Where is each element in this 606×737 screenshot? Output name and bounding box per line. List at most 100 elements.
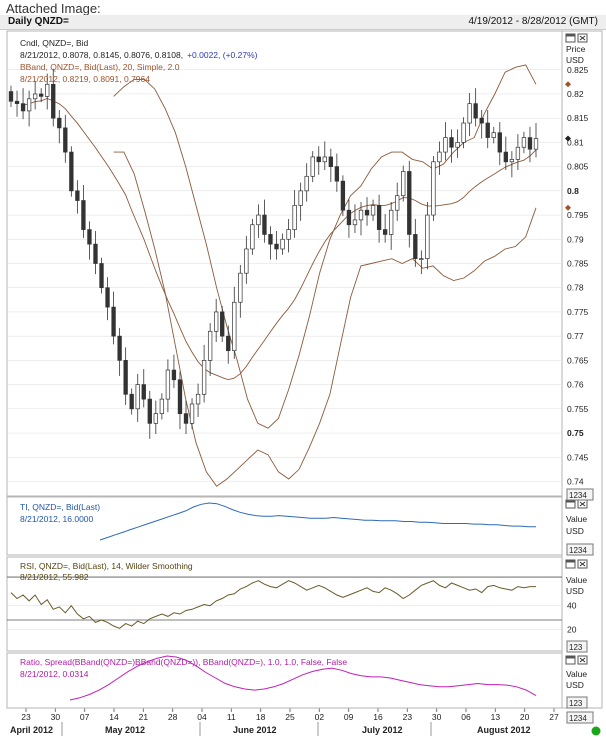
candle	[99, 257, 104, 294]
price-badge-box[interactable]	[566, 488, 594, 501]
rsi-badge-box[interactable]	[566, 640, 588, 653]
candle	[352, 204, 358, 233]
candle-body	[117, 335, 122, 361]
candle	[177, 371, 183, 430]
candle-body	[527, 137, 533, 150]
candle	[165, 359, 171, 413]
bband-lower-line	[113, 151, 537, 487]
candle-body	[479, 117, 484, 124]
price-tick-label: 0.775	[567, 307, 589, 317]
candle	[382, 214, 388, 243]
price-tick-label: 0.745	[567, 452, 589, 462]
rsi-tick-label: 20	[567, 625, 577, 635]
price-legend: Cndl, QNZD=, Bid 8/21/2012, 0.8078, 0.81…	[20, 38, 258, 84]
candle	[135, 373, 140, 422]
candle	[20, 88, 26, 120]
candle-body	[443, 137, 448, 153]
x-day-label: 30	[51, 712, 61, 722]
candle-body	[207, 330, 213, 361]
candle-body	[280, 238, 285, 250]
candle-body	[45, 83, 50, 97]
ti-badge: 1234	[569, 546, 587, 555]
candle-body	[238, 272, 243, 303]
candle-body	[449, 137, 454, 148]
candle-body	[268, 234, 273, 245]
candle-body	[485, 122, 490, 138]
candle	[226, 325, 231, 364]
maximize-icon-bar	[566, 34, 575, 37]
x-day-label: 11	[227, 712, 236, 722]
ti-line	[99, 502, 536, 541]
ratio-axis-unit: USD	[566, 680, 584, 690]
candle	[467, 93, 472, 137]
candle	[527, 126, 533, 163]
x-month-label: June 2012	[233, 725, 277, 735]
candle	[189, 398, 195, 430]
price-y-ticks: 0.825 0.82 0.815 0.81 0.805 0.8 0.795 0.79 0.785…	[565, 65, 589, 486]
candle	[328, 148, 333, 183]
candle-body	[214, 311, 219, 332]
candle	[509, 151, 515, 178]
candle	[298, 182, 303, 221]
candle	[105, 277, 110, 321]
price-tick-label: 0.765	[567, 355, 589, 365]
bband-upper-line	[113, 64, 537, 429]
price-tick-label: 0.815	[567, 113, 589, 123]
scale-badges: 1234 1234 123 123 1234	[566, 488, 594, 724]
candle-body	[195, 393, 201, 405]
x-month-label: August 2012	[477, 725, 531, 735]
candle	[262, 199, 267, 243]
candle	[376, 194, 382, 243]
candle	[69, 146, 74, 197]
price-tick-label: 0.75	[567, 428, 584, 438]
rsi-badge: 123	[569, 643, 583, 652]
candle-body	[32, 93, 38, 100]
candle	[201, 344, 207, 403]
price-badge: 1234	[569, 491, 587, 500]
candle-body	[304, 175, 309, 192]
candle-body	[81, 200, 86, 230]
ratio-badge-box[interactable]	[566, 696, 588, 709]
ti-legend-line-2: 8/21/2012, 16.0000	[20, 514, 94, 524]
ratio-axis-title: Value	[566, 669, 587, 679]
close-icon-cross	[579, 501, 586, 507]
candle-body	[20, 103, 26, 112]
candle-body	[310, 156, 315, 177]
candle	[129, 388, 134, 415]
candle	[159, 393, 165, 420]
rsi-line	[10, 580, 536, 629]
candle-body	[286, 229, 291, 240]
candle	[171, 354, 177, 388]
maximize-icon-bar	[566, 560, 575, 563]
candle	[334, 153, 340, 192]
x-day-label: 14	[109, 712, 119, 722]
candle-body	[455, 142, 460, 148]
chart-header-bar	[0, 15, 606, 30]
x-day-label: 20	[520, 712, 530, 722]
x-axis-badge-box[interactable]	[566, 711, 594, 724]
candle-body	[389, 209, 394, 235]
candle-body	[14, 100, 20, 105]
grid-lines	[7, 69, 562, 482]
candle	[461, 117, 466, 149]
candle-body	[467, 103, 472, 124]
candle	[220, 306, 225, 342]
x-day-label: 21	[139, 712, 149, 722]
ti-badge-box[interactable]	[566, 543, 594, 556]
rsi-series: 40 20	[7, 576, 577, 635]
candle	[26, 90, 32, 127]
bband-last-marker	[565, 204, 571, 211]
candle	[503, 136, 508, 171]
price-legend-change: +0.0022, (+0.27%)	[187, 50, 258, 60]
candle	[8, 85, 14, 108]
candle-body	[322, 156, 327, 163]
candle-body	[340, 180, 346, 211]
candle-body	[8, 91, 14, 102]
candle-body	[370, 205, 376, 216]
rsi-tick-label: 40	[567, 601, 577, 611]
price-legend-line-2: 8/21/2012, 0.8078, 0.8145, 0.8076, 0.810…	[20, 50, 258, 60]
candle	[39, 88, 44, 103]
x-day-label: 02	[315, 712, 325, 722]
candle	[207, 323, 213, 376]
candle	[425, 201, 430, 270]
